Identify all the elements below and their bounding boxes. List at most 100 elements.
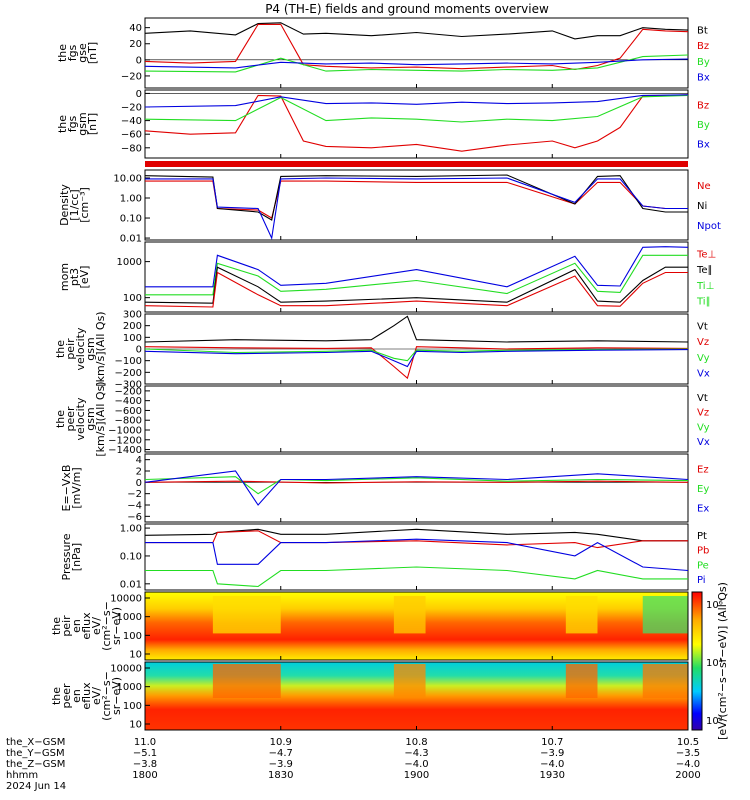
colorbar: 10⁶ 10⁴ 10²[eV/(cm²−s−sr−eV)] (All Qs)	[691, 582, 729, 740]
legend-Vx: Vx	[697, 437, 710, 448]
series-Bz	[144, 23, 689, 71]
legend-Vt: Vt	[697, 393, 708, 404]
footer-value: 10.9	[270, 737, 292, 748]
spectrogram-interval	[212, 596, 281, 634]
y-tick-label: 0.01	[120, 234, 142, 245]
legend-Vz: Vz	[697, 408, 709, 419]
spectrogram-interval	[393, 596, 426, 634]
y-axis-label: eflux	[80, 612, 93, 640]
footer-value: −3.9	[540, 748, 564, 759]
y-axis-label: [nT]	[86, 42, 99, 64]
y-axis-label: velocity	[74, 397, 87, 440]
y-tick-label: 100	[123, 631, 142, 642]
legend-Pe: Pe	[697, 560, 709, 571]
legend-By: By	[697, 57, 710, 68]
y-tick-label: −20	[121, 103, 142, 114]
legend-Vt: Vt	[697, 322, 708, 333]
y-axis-label: en	[70, 689, 83, 703]
series-Npot	[145, 177, 688, 240]
legend-Ey: Ey	[697, 484, 709, 495]
y-axis-label: [km/s](All Qs)	[94, 381, 107, 456]
legend-Vy: Vy	[697, 353, 710, 364]
y-tick-label: 2	[136, 467, 142, 478]
y-tick-label: −1400	[108, 445, 142, 456]
y-tick-label: 10000	[110, 594, 142, 605]
footer-row-label: the_X−GSM	[6, 737, 65, 748]
series-Ti⊥	[145, 246, 689, 288]
footer-value: −4.0	[540, 759, 564, 770]
y-axis-label: the	[56, 115, 69, 133]
y-tick-label: −200	[115, 368, 142, 379]
series-Te⊥	[144, 271, 688, 308]
y-axis-label: peir	[60, 615, 73, 637]
panel-frame	[144, 17, 689, 89]
y-axis-label: peer	[60, 683, 73, 709]
y-tick-label: 100	[123, 333, 142, 344]
y-tick-label: 0	[136, 55, 142, 66]
footer-value: 1800	[132, 770, 157, 781]
legend-Ti⊥: Ti⊥	[696, 281, 714, 292]
footer-value: −4.3	[404, 748, 428, 759]
legend-Ez: Ez	[697, 465, 709, 476]
y-tick-label: 20	[129, 39, 142, 50]
legend-Ni: Ni	[697, 201, 707, 212]
footer-value: −5.1	[133, 748, 157, 759]
y-tick-label: −60	[121, 130, 142, 141]
footer-value: 10.7	[541, 737, 563, 748]
y-axis-label: (cm²−s−	[100, 671, 113, 721]
footer-value: −3.9	[269, 759, 293, 770]
legend-Te∥: Te∥	[696, 265, 713, 276]
legend-Npot: Npot	[697, 221, 721, 232]
legend-Pi: Pi	[697, 575, 706, 586]
series-Vt	[144, 315, 689, 343]
legend-By: By	[697, 120, 710, 131]
panel-ion_spec: 10000 1000 100 10 thepeirenefluxeV/(cm²−s−sr…	[50, 591, 689, 661]
y-axis-label: gsm	[84, 407, 97, 430]
footer-value: −3.5	[676, 748, 700, 759]
y-axis-label: gsm	[76, 112, 89, 135]
footer-value: 10.8	[405, 737, 427, 748]
y-axis-label: eV/	[90, 687, 103, 705]
y-axis-label: fgs	[66, 44, 79, 61]
y-axis-label: peir	[64, 338, 77, 360]
legend-Ex: Ex	[697, 503, 709, 514]
series-By	[144, 54, 689, 73]
colorbar-tick: 10⁴	[706, 658, 723, 669]
footer-value: 1830	[268, 770, 293, 781]
panel-vel_peer: −200−400−600−800−1000−1200−1400 thepeerve…	[54, 381, 710, 456]
y-tick-label: −20	[121, 71, 142, 82]
y-axis-label: mom	[58, 263, 71, 291]
legend-Vz: Vz	[697, 337, 709, 348]
series-Vz	[144, 346, 689, 380]
footer-value: 1930	[540, 770, 565, 781]
y-axis-label: en	[70, 619, 83, 633]
series-Ni	[144, 174, 688, 221]
series-Vy	[144, 348, 689, 362]
y-axis-label: eV/	[90, 617, 103, 635]
y-tick-label: 10	[129, 650, 142, 661]
y-axis-label: the	[54, 410, 67, 428]
panel-stack: 40200−20thefgsgse[nT]BtBzByBx0−20−40−60−…	[50, 17, 721, 731]
y-axis-label: eflux	[80, 682, 93, 710]
y-axis-label: [cm⁻³]	[78, 187, 91, 223]
panel-pressure: 1.00 0.10 0.01 Pressure[nPa] Pt Pb Pe Pi	[60, 523, 709, 591]
legend-Te⊥: Te⊥	[696, 250, 716, 261]
series-Bx	[144, 58, 689, 69]
y-tick-label: −4	[127, 501, 142, 512]
series-By	[144, 94, 689, 123]
y-tick-label: 200	[123, 321, 142, 332]
y-axis-label: sr−eV)	[110, 677, 123, 715]
series-Pt	[144, 528, 688, 542]
y-axis-label: [nT]	[86, 113, 99, 135]
y-tick-label: 10.00	[113, 173, 142, 184]
y-tick-label: 1.00	[120, 524, 142, 535]
legend-Ti∥: Ti∥	[696, 296, 711, 307]
y-tick-label: −100	[115, 356, 142, 367]
colorbar-scale	[691, 591, 703, 731]
y-tick-label: −80	[121, 143, 142, 154]
y-tick-label: 10000	[110, 664, 142, 675]
